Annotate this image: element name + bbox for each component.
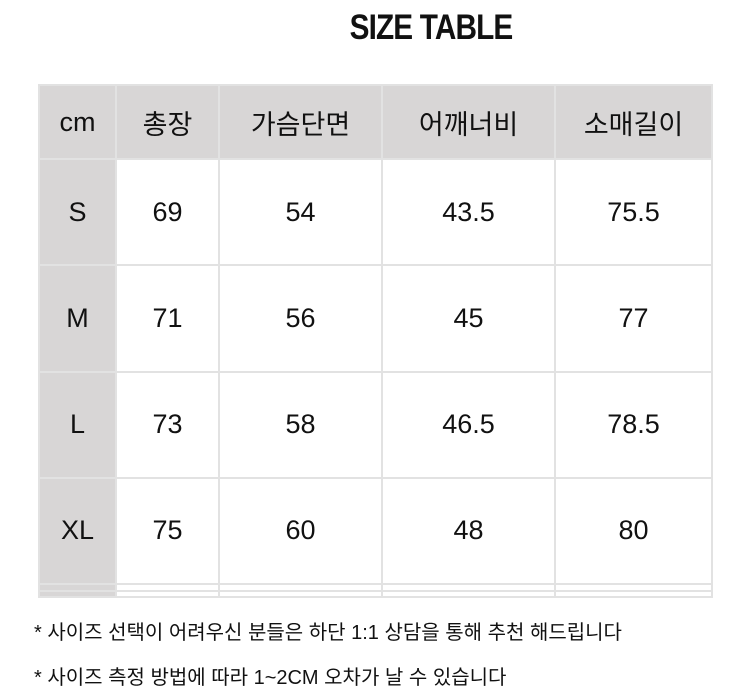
column-header: 소매길이 <box>554 84 713 160</box>
table-cell: 69 <box>115 157 220 267</box>
note-measurement: * 사이즈 측정 방법에 따라 1~2CM 오차가 날 수 있습니다 <box>34 667 507 689</box>
size-table: cm 총장 가슴단면 어깨너비 소매길이 S 69 54 43.5 75.5 M 71 56 45 77 L 7… <box>38 84 713 598</box>
header-row: cm 총장 가슴단면 어깨너비 소매길이 <box>38 84 713 160</box>
size-label: M <box>38 264 117 373</box>
column-header: 가슴단면 <box>218 84 383 160</box>
table-cell: 58 <box>218 370 383 479</box>
table-cell <box>115 589 220 598</box>
table-cell <box>554 582 713 592</box>
table-cell <box>381 582 556 592</box>
table-cell <box>218 589 383 598</box>
table-row: XL 75 60 48 80 <box>38 476 713 586</box>
page-title: SIZE TABLE <box>349 8 514 47</box>
table-row: L 73 58 46.5 78.5 <box>38 370 713 479</box>
size-label <box>38 582 117 592</box>
table-cell <box>115 582 220 592</box>
table-cell: 80 <box>554 476 713 586</box>
note-recommendation: * 사이즈 선택이 어려우신 분들은 하단 1:1 상담을 통해 추천 해드립니… <box>34 622 622 644</box>
size-label <box>38 589 117 598</box>
table-cell: 48 <box>381 476 556 586</box>
table-cell: 45 <box>381 264 556 373</box>
table-cell: 43.5 <box>381 157 556 267</box>
column-header: cm <box>38 84 117 160</box>
table-cell: 46.5 <box>381 370 556 479</box>
table-cell: 60 <box>218 476 383 586</box>
table-cell: 73 <box>115 370 220 479</box>
table-cell: 75 <box>115 476 220 586</box>
table-row <box>38 582 713 592</box>
column-header: 총장 <box>115 84 220 160</box>
table-cell <box>218 582 383 592</box>
table-cell: 71 <box>115 264 220 373</box>
column-header: 어깨너비 <box>381 84 556 160</box>
size-label: L <box>38 370 117 479</box>
table-cell: 54 <box>218 157 383 267</box>
table-cell <box>554 589 713 598</box>
table-cell: 56 <box>218 264 383 373</box>
size-label: S <box>38 157 117 267</box>
table-cell: 75.5 <box>554 157 713 267</box>
table-cell: 78.5 <box>554 370 713 479</box>
table-cell: 77 <box>554 264 713 373</box>
size-label: XL <box>38 476 117 586</box>
table-cell <box>381 589 556 598</box>
table-row: M 71 56 45 77 <box>38 264 713 373</box>
table-row <box>38 589 713 598</box>
table-row: S 69 54 43.5 75.5 <box>38 157 713 267</box>
